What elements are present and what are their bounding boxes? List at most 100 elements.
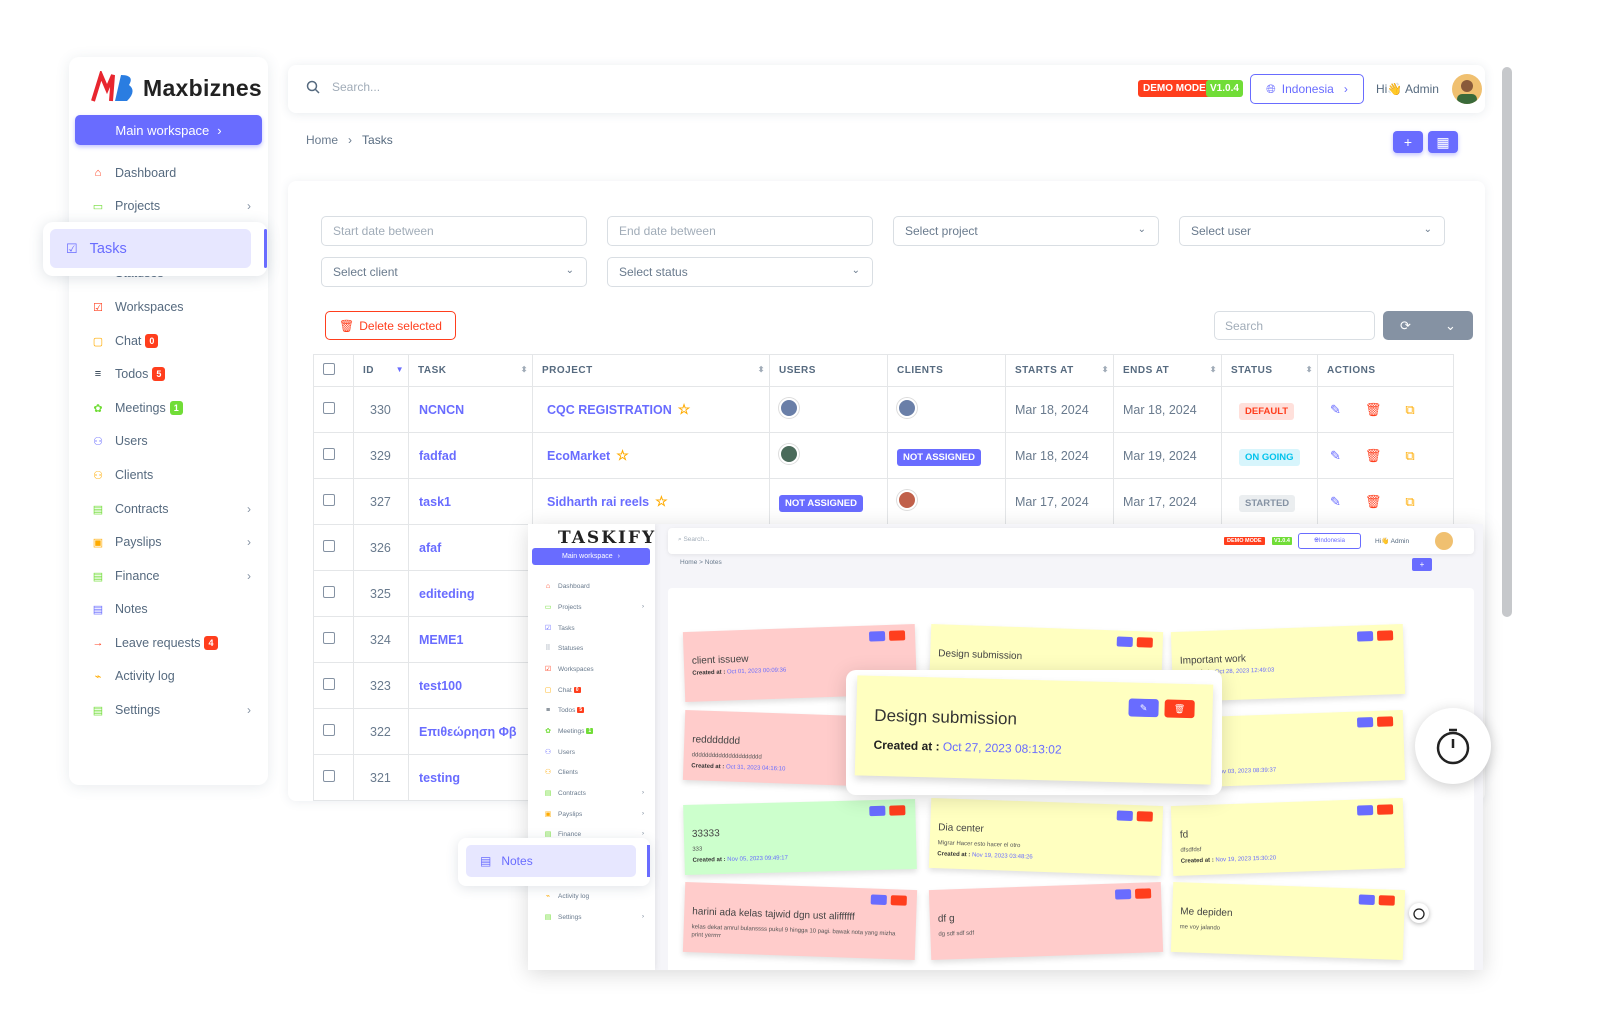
start-date-filter[interactable]: Start date between (321, 216, 587, 246)
sidebar-item-users[interactable]: ⚇ Users (91, 428, 251, 454)
breadcrumb-home[interactable]: Home (306, 133, 339, 147)
note-card[interactable]: 33333 333 Created at : Nov 05, 2023 09:49:… (683, 798, 917, 876)
project-link[interactable]: CQC REGISTRATION (547, 403, 672, 417)
delete-note-button[interactable] (1376, 630, 1394, 641)
preview-timer-button[interactable] (1409, 903, 1429, 923)
preview-sidebar-item-activity-log[interactable]: ⌁ Activity log (544, 892, 644, 901)
column-header-ends-at[interactable]: ENDS AT ⬍ (1113, 354, 1222, 387)
preview-sidebar-item-todos[interactable]: ≡ Todos 5 (544, 706, 644, 714)
workspace-button[interactable]: Main workspace › (75, 115, 262, 145)
edit-note-button[interactable] (868, 631, 886, 642)
preview-sidebar-item-chat[interactable]: ▢ Chat 0 (544, 686, 644, 694)
note-card[interactable]: df g dg sdf sdf sdf (928, 881, 1164, 961)
sidebar-item-projects[interactable]: ▭ Projects › (91, 193, 251, 219)
row-checkbox[interactable] (323, 724, 335, 736)
preview-search-input[interactable]: ⌕ Search... (678, 536, 709, 544)
project-link[interactable]: Sidharth rai reels (547, 495, 650, 509)
edit-note-button[interactable] (1116, 810, 1133, 822)
delete-note-button[interactable] (1376, 804, 1394, 815)
star-favorite-icon[interactable]: ☆ (616, 447, 629, 463)
delete-note-button[interactable] (1134, 888, 1152, 899)
preview-sidebar-item-dashboard[interactable]: ⌂ Dashboard (544, 582, 644, 590)
star-favorite-icon[interactable]: ☆ (655, 493, 668, 509)
preview-sidebar-item-clients[interactable]: ⚇ Clients (544, 768, 644, 777)
task-link[interactable]: NCNCN (419, 402, 465, 417)
delete-note-button[interactable] (1136, 637, 1153, 648)
project-select[interactable]: Select project ⌄ (893, 216, 1159, 246)
row-checkbox[interactable] (323, 448, 335, 460)
sidebar-item-clients[interactable]: ⚇ Clients (91, 462, 251, 488)
delete-note-button[interactable] (888, 630, 906, 641)
edit-note-button[interactable] (1356, 717, 1374, 728)
table-row[interactable]: 330 NCNCN CQC REGISTRATION ☆ Mar 18, 2024 Mar… (313, 386, 1454, 433)
task-link[interactable]: editeding (419, 586, 475, 601)
search-input[interactable]: Search... (332, 80, 381, 94)
note-card[interactable]: fd dfsdfdsf Created at : Nov 19, 2023 15:3… (1170, 797, 1406, 877)
column-header-task[interactable]: TASK ⬍ (408, 354, 533, 387)
edit-note-button[interactable] (1356, 805, 1374, 816)
column-header-starts-at[interactable]: STARTS AT ⬍ (1005, 354, 1114, 387)
note-card[interactable]: Dia center Migrar Hacer esto hacer el otr… (928, 797, 1164, 877)
preview-workspace-button[interactable]: Main workspace › (532, 548, 650, 565)
client-select[interactable]: Select client ⌄ (321, 257, 587, 287)
row-checkbox[interactable] (323, 586, 335, 598)
trash-icon[interactable]: 🗑︎ (1364, 401, 1382, 417)
sidebar-item-workspaces[interactable]: ☑ Workspaces (91, 294, 251, 320)
delete-note-button[interactable] (1376, 716, 1394, 727)
row-checkbox[interactable] (323, 494, 335, 506)
table-row[interactable]: 329 fadfad EcoMarket ☆ NOT ASSIGNED Mar 18, 2… (313, 432, 1454, 479)
end-date-filter[interactable]: End date between (607, 216, 873, 246)
sidebar-item-payslips[interactable]: ▣ Payslips › (91, 529, 251, 555)
delete-note-button[interactable] (1378, 895, 1395, 906)
table-row[interactable]: 327 task1 Sidharth rai reels ☆ NOT ASSIGNED M… (313, 478, 1454, 525)
sidebar-item-todos[interactable]: ≡ Todos 5 (91, 361, 251, 387)
refresh-columns-button[interactable]: ⟳ ⌄ (1383, 311, 1473, 340)
task-link[interactable]: task1 (419, 494, 451, 509)
global-search[interactable]: Search... (306, 80, 380, 94)
edit-note-button[interactable] (1358, 894, 1375, 906)
add-task-button[interactable]: + (1393, 131, 1423, 153)
note-card[interactable]: harini ada kelas tajwid dgn ust alifffff… (682, 881, 918, 961)
edit-note-button[interactable]: ✎ (1128, 698, 1159, 718)
duplicate-icon[interactable]: ⧉ (1405, 401, 1415, 417)
user-avatar[interactable] (897, 490, 917, 510)
sidebar-item-notes[interactable]: ▤ Notes (91, 596, 251, 622)
sidebar-item-dashboard[interactable]: ⌂ Dashboard (91, 160, 251, 186)
edit-note-button[interactable] (1356, 631, 1374, 642)
table-search-input[interactable]: Search (1214, 311, 1375, 340)
preview-sidebar-item-tasks[interactable]: ☑ Tasks (544, 624, 644, 633)
sidebar-item-activity-log[interactable]: ⌁ Activity log (91, 663, 251, 689)
row-checkbox[interactable] (323, 632, 335, 644)
row-checkbox[interactable] (323, 540, 335, 552)
sidebar-item-notes-active[interactable]: ▤ Notes (458, 838, 650, 886)
task-link[interactable]: testing (419, 770, 460, 785)
user-greeting[interactable]: Hi👋 Admin (1376, 82, 1439, 96)
row-checkbox[interactable] (323, 678, 335, 690)
edit-note-button[interactable] (869, 805, 886, 817)
row-checkbox[interactable] (323, 402, 335, 414)
select-all-checkbox[interactable] (323, 363, 335, 375)
user-avatar[interactable] (897, 398, 917, 418)
preview-sidebar-item-contracts[interactable]: ▤ Contracts › (544, 789, 644, 798)
preview-sidebar-item-meetings[interactable]: ✿ Meetings 1 (544, 727, 644, 735)
note-popup[interactable]: Design submission Created at : Oct 27, 2… (854, 675, 1214, 785)
select-all-header[interactable] (313, 354, 354, 387)
delete-note-button[interactable] (1136, 811, 1153, 822)
user-avatar[interactable] (779, 444, 799, 464)
edit-icon[interactable]: ✎ (1330, 493, 1341, 509)
column-header-id[interactable]: ID ▼ (353, 354, 409, 387)
preview-add-note-button[interactable]: + (1412, 558, 1432, 571)
edit-note-button[interactable] (1116, 636, 1133, 648)
sidebar-item-leave-requests[interactable]: → Leave requests 4 (91, 630, 251, 656)
sidebar-item-meetings[interactable]: ✿ Meetings 1 (91, 395, 251, 421)
preview-sidebar-item-settings[interactable]: ▤ Settings › (544, 913, 644, 922)
sidebar-item-finance[interactable]: ▤ Finance › (91, 563, 251, 589)
edit-note-button[interactable] (1114, 889, 1132, 900)
star-favorite-icon[interactable]: ☆ (677, 401, 691, 417)
task-link[interactable]: afaf (419, 540, 442, 555)
column-header-project[interactable]: PROJECT ⬍ (532, 354, 770, 387)
preview-language-button[interactable]: 🌐︎ Indonesia (1298, 533, 1361, 549)
preview-sidebar-item-finance[interactable]: ▤ Finance › (544, 830, 644, 839)
preview-sidebar-item-payslips[interactable]: ▣ Payslips › (544, 810, 644, 819)
duplicate-icon[interactable]: ⧉ (1405, 447, 1415, 463)
